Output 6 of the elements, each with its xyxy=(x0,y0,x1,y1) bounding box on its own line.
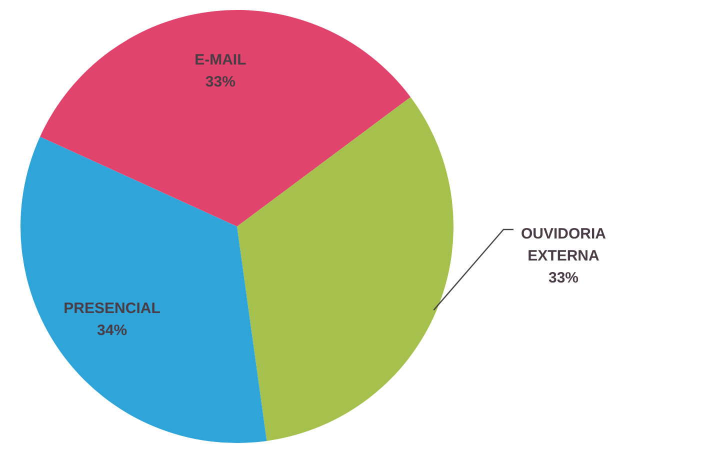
slice-label: E-MAIL xyxy=(194,52,246,69)
slice-label: PRESENCIAL xyxy=(64,300,160,317)
data-label: 33% xyxy=(548,270,579,287)
data-label: 34% xyxy=(97,322,128,339)
data-label: 33% xyxy=(205,74,236,91)
slice-label: OUVIDORIA EXTERNA xyxy=(520,226,606,265)
